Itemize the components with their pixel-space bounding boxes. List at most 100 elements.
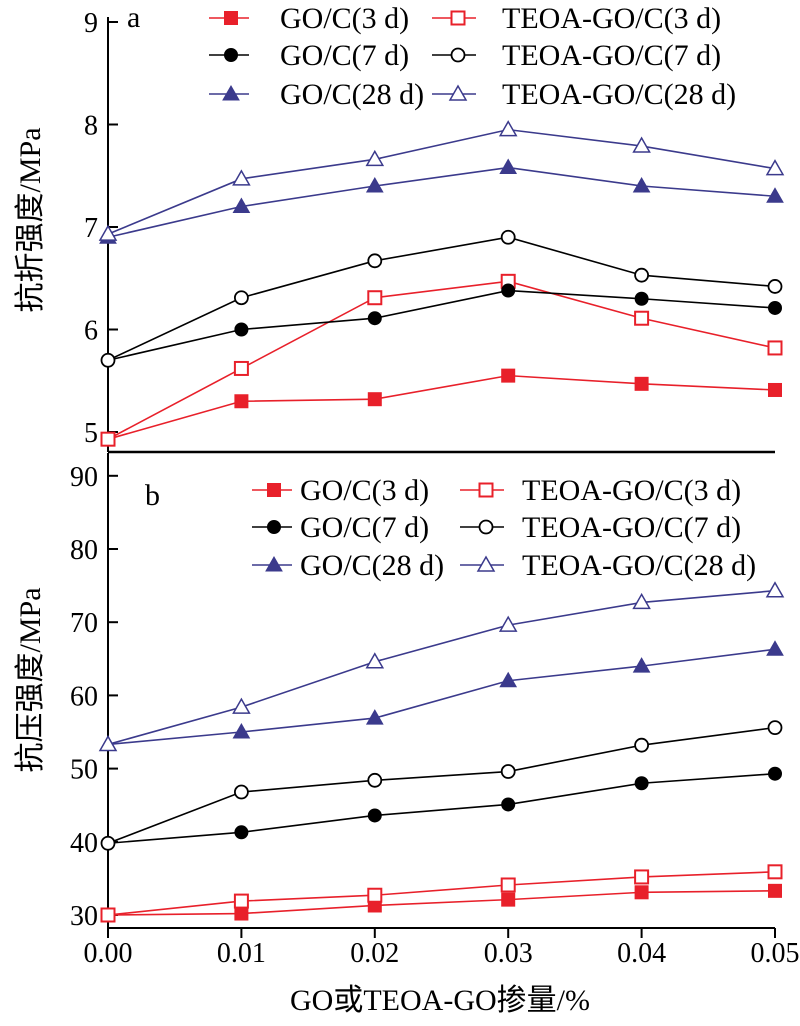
series-teoa-go-c-28-d [98,581,785,752]
data-point [632,592,651,610]
data-point [634,291,649,306]
data-point [767,720,783,736]
data-point [233,360,249,376]
data-point [634,869,650,885]
x-tick-label: 0.04 [617,938,666,969]
data-point [500,229,516,245]
data-point [634,310,650,326]
x-tick-label: 0.03 [484,938,533,969]
legend-label: GO/C(3 d) [280,2,409,35]
data-point [100,431,116,447]
legend-swatch-marker [450,10,466,26]
data-point [232,169,251,186]
series-line [107,289,776,362]
y-axis-title: 抗折强度/MPa [14,127,47,312]
panel-letter: a [127,1,140,34]
data-point [234,906,249,921]
x-axis-title: GO或TEOA-GO掺量/% [290,984,590,1017]
data-point [367,253,383,269]
series-teoa-go-c-3-d [100,273,783,447]
data-point [98,224,118,241]
legend-swatch-marker [265,555,283,572]
data-point [365,709,384,725]
data-point [234,322,249,337]
data-point [367,392,382,407]
legend-label: TEOA-GO/C(7 d) [502,39,721,72]
data-point [500,877,516,893]
data-point [634,885,649,900]
legend-swatch-marker [478,482,494,498]
data-point [233,290,249,306]
data-point [501,892,516,907]
data-point [365,149,385,167]
legend-swatch-marker [267,483,281,497]
series-line [107,589,776,746]
x-tick-label: 0.01 [217,938,266,969]
legend-label: GO/C(7 d) [280,39,409,72]
y-tick-label: 70 [70,608,98,639]
y-tick-label: 30 [70,901,98,932]
data-point [767,864,783,880]
data-point [499,158,518,175]
data-point [367,808,382,823]
data-point [767,279,783,294]
legend-label: TEOA-GO/C(3 d) [522,474,741,507]
series-line [107,280,776,440]
data-point [767,340,783,356]
data-point [367,887,383,903]
data-point [100,352,116,368]
series-teoa-go-c-7-d [100,229,783,368]
data-point [499,671,518,688]
data-point [634,737,649,753]
legend-label: GO/C(28 d) [300,549,444,582]
y-tick-label: 8 [84,111,98,142]
data-point [234,394,249,409]
legend-swatch-marker [478,519,494,535]
series-teoa-go-c-28-d [98,120,785,241]
series-go-c-28-d [99,640,784,751]
data-point [98,734,118,752]
legend-label: TEOA-GO/C(28 d) [522,549,756,582]
data-point [232,197,251,213]
legend: GO/C(3 d) TEOA-GO/C(3 d) GO/C(7 d) TEOA-GO/… [209,2,736,111]
series-line [107,128,776,235]
data-point [501,283,516,298]
data-point [232,722,251,739]
legend-label: TEOA-GO/C(3 d) [502,2,721,35]
x-tick-label: 0.05 [751,938,800,969]
y-tick-label: 5 [84,418,98,449]
series-line [107,648,776,746]
data-point [765,581,785,598]
series-line [107,726,776,845]
series-teoa-go-c-7-d [100,720,783,851]
y-tick-label: 80 [70,535,98,566]
data-point [498,615,518,632]
series-go-c-7-d [101,766,782,851]
x-tick-label: 0.02 [350,938,399,969]
y-tick-label: 90 [70,462,98,493]
data-point [634,776,649,791]
data-point [234,825,249,840]
y-tick-label: 60 [70,681,98,712]
legend-label: GO/C(28 d) [280,78,424,111]
data-point [634,267,649,283]
data-point [765,159,785,176]
data-point [100,835,116,851]
series-line [107,890,776,916]
y-tick-label: 7 [84,213,98,244]
y-tick-label: 50 [70,755,98,786]
series-line [107,166,776,239]
series-go-c-7-d [101,283,782,368]
panel-letter: b [145,479,160,512]
legend-label: TEOA-GO/C(28 d) [502,78,736,111]
legend-label: TEOA-GO/C(7 d) [522,511,741,544]
data-point [766,187,784,203]
panel-b: 30 40 50 60 70 80 90 0.00 0.01 0.02 0.03 0.04 0.05 b 抗… [14,453,800,1017]
x-tick-label: 0.00 [84,938,133,969]
legend-label: GO/C(7 d) [300,511,429,544]
legend-label: GO/C(3 d) [300,474,429,507]
legend-swatch-marker [448,84,468,101]
data-point [367,290,383,306]
